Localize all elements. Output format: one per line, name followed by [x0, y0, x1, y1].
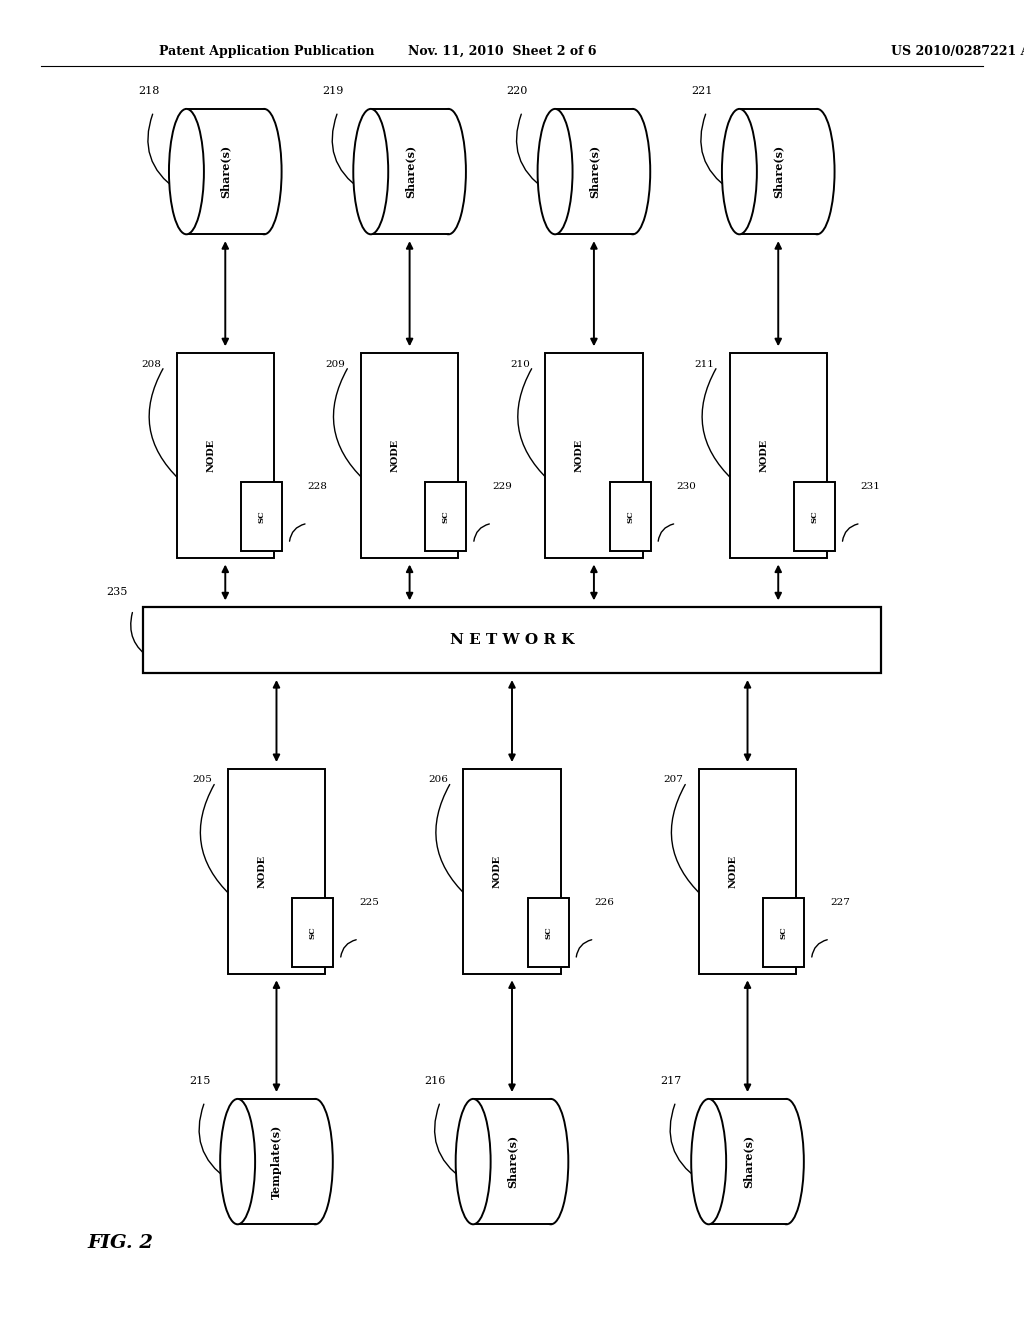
Text: Share(s): Share(s)	[220, 145, 230, 198]
Bar	[795, 482, 836, 550]
Bar	[371, 110, 449, 235]
Ellipse shape	[169, 108, 204, 235]
Bar	[143, 607, 881, 673]
Bar	[463, 768, 561, 974]
Text: Patent Application Publication: Patent Application Publication	[159, 45, 374, 58]
Text: 210: 210	[510, 359, 530, 368]
Ellipse shape	[615, 108, 650, 235]
Text: 235: 235	[106, 586, 128, 597]
Bar	[698, 768, 797, 974]
Text: 208: 208	[141, 359, 161, 368]
Text: 205: 205	[193, 776, 213, 784]
Text: 221: 221	[691, 86, 712, 96]
Text: SC: SC	[545, 925, 552, 939]
Text: SC: SC	[258, 510, 265, 523]
Text: Share(s): Share(s)	[773, 145, 783, 198]
Text: NODE: NODE	[206, 438, 215, 473]
Text: Share(s): Share(s)	[742, 1135, 753, 1188]
Text: NODE: NODE	[574, 438, 584, 473]
Text: NODE: NODE	[759, 438, 768, 473]
Bar	[238, 1098, 315, 1225]
Text: 230: 230	[676, 482, 696, 491]
Bar	[426, 482, 466, 550]
Ellipse shape	[353, 108, 388, 235]
Bar	[242, 482, 283, 550]
Bar	[228, 768, 326, 974]
Text: 229: 229	[493, 482, 512, 491]
Ellipse shape	[534, 1098, 568, 1225]
Bar	[739, 110, 817, 235]
Ellipse shape	[800, 108, 835, 235]
Text: US 2010/0287221 A1: US 2010/0287221 A1	[891, 45, 1024, 58]
Ellipse shape	[538, 108, 572, 235]
Bar	[176, 352, 273, 557]
Bar	[545, 352, 643, 557]
Text: 218: 218	[138, 86, 159, 96]
Ellipse shape	[691, 1098, 726, 1225]
Text: 211: 211	[694, 359, 715, 368]
Text: NODE: NODE	[493, 854, 502, 888]
Text: 207: 207	[664, 776, 684, 784]
Ellipse shape	[220, 1098, 255, 1225]
Bar	[186, 110, 264, 235]
Text: 206: 206	[428, 776, 449, 784]
Text: 209: 209	[326, 359, 346, 368]
Text: N E T W O R K: N E T W O R K	[450, 634, 574, 647]
Text: 217: 217	[660, 1076, 681, 1085]
Text: 215: 215	[189, 1076, 210, 1085]
Text: FIG. 2: FIG. 2	[87, 1234, 153, 1253]
Text: SC: SC	[627, 510, 634, 523]
Bar	[763, 898, 805, 966]
Text: Share(s): Share(s)	[589, 145, 599, 198]
Text: 227: 227	[829, 898, 850, 907]
Ellipse shape	[769, 1098, 804, 1225]
Ellipse shape	[722, 108, 757, 235]
Text: NODE: NODE	[390, 438, 399, 473]
Text: Nov. 11, 2010  Sheet 2 of 6: Nov. 11, 2010 Sheet 2 of 6	[408, 45, 596, 58]
Text: 226: 226	[594, 898, 614, 907]
Text: 216: 216	[425, 1076, 445, 1085]
Text: 231: 231	[860, 482, 881, 491]
Bar	[709, 1098, 786, 1225]
Bar	[609, 482, 651, 550]
Bar	[528, 898, 569, 966]
Text: 228: 228	[307, 482, 328, 491]
Bar	[729, 352, 827, 557]
Text: 219: 219	[323, 86, 343, 96]
Text: NODE: NODE	[257, 854, 266, 888]
Text: SC: SC	[442, 510, 450, 523]
Text: SC: SC	[780, 925, 787, 939]
Text: Share(s): Share(s)	[404, 145, 415, 198]
Text: 220: 220	[507, 86, 527, 96]
Text: SC: SC	[811, 510, 818, 523]
Ellipse shape	[298, 1098, 333, 1225]
Text: NODE: NODE	[728, 854, 737, 888]
Ellipse shape	[431, 108, 466, 235]
Ellipse shape	[456, 1098, 490, 1225]
Bar	[555, 110, 633, 235]
Text: Share(s): Share(s)	[507, 1135, 517, 1188]
Text: 225: 225	[359, 898, 379, 907]
Ellipse shape	[247, 108, 282, 235]
Bar	[473, 1098, 551, 1225]
Bar	[361, 352, 459, 557]
Bar	[293, 898, 333, 966]
Text: SC: SC	[309, 925, 316, 939]
Text: Template(s): Template(s)	[271, 1125, 282, 1199]
